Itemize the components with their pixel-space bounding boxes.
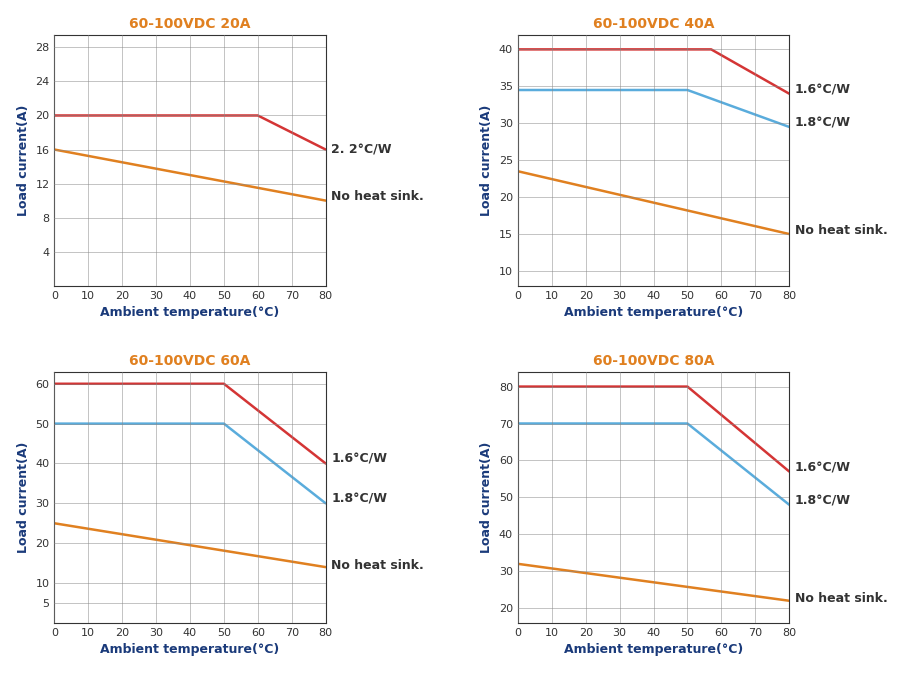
Y-axis label: Load current(A): Load current(A)	[481, 441, 493, 553]
Text: 1.6°C/W: 1.6°C/W	[331, 453, 387, 466]
Text: No heat sink.: No heat sink.	[331, 559, 424, 571]
Text: 1.8°C/W: 1.8°C/W	[795, 495, 851, 507]
Text: No heat sink.: No heat sink.	[795, 224, 888, 237]
Text: No heat sink.: No heat sink.	[795, 592, 888, 606]
Text: 1.8°C/W: 1.8°C/W	[795, 116, 851, 130]
Title: 60-100VDC 40A: 60-100VDC 40A	[593, 17, 714, 31]
Text: No heat sink.: No heat sink.	[331, 190, 424, 203]
Y-axis label: Load current(A): Load current(A)	[16, 104, 30, 216]
Text: 2. 2°C/W: 2. 2°C/W	[331, 143, 392, 156]
Title: 60-100VDC 80A: 60-100VDC 80A	[593, 354, 714, 368]
Title: 60-100VDC 20A: 60-100VDC 20A	[129, 17, 251, 31]
Y-axis label: Load current(A): Load current(A)	[481, 104, 493, 216]
Text: 1.8°C/W: 1.8°C/W	[331, 493, 387, 506]
X-axis label: Ambient temperature(°C): Ambient temperature(°C)	[100, 643, 280, 656]
Title: 60-100VDC 60A: 60-100VDC 60A	[129, 354, 251, 368]
Text: 1.6°C/W: 1.6°C/W	[795, 83, 851, 96]
X-axis label: Ambient temperature(°C): Ambient temperature(°C)	[564, 643, 743, 656]
Y-axis label: Load current(A): Load current(A)	[17, 441, 30, 553]
X-axis label: Ambient temperature(°C): Ambient temperature(°C)	[564, 306, 743, 319]
Text: 1.6°C/W: 1.6°C/W	[795, 461, 851, 474]
X-axis label: Ambient temperature(°C): Ambient temperature(°C)	[100, 306, 280, 319]
